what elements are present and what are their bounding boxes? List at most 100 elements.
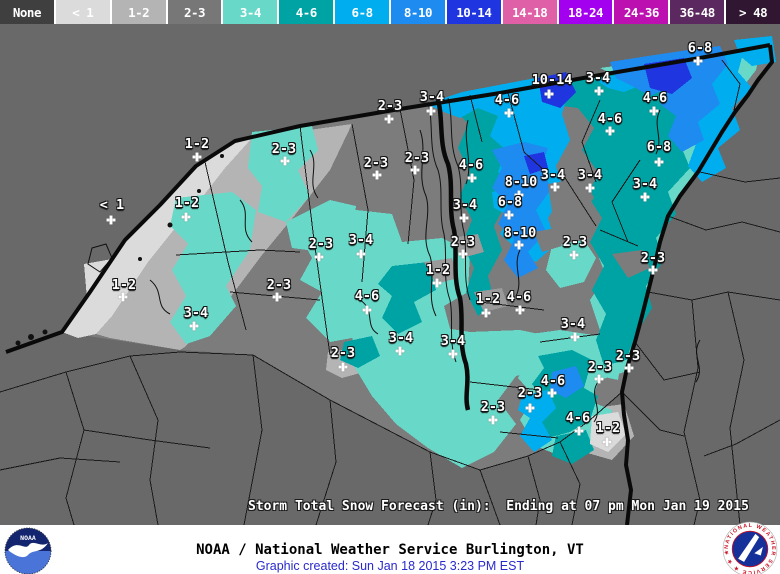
location-marker (356, 249, 366, 259)
snow-amount-label: 2-3 (271, 141, 297, 158)
location-marker (280, 156, 290, 166)
snow-amount-label: 2-3 (587, 359, 613, 376)
snow-amount-label: < 1 (99, 197, 125, 214)
location-marker (467, 173, 477, 183)
legend-item: 10-14 (446, 0, 501, 24)
legend-item: None (0, 0, 54, 24)
snow-amount-label: 6-8 (687, 40, 713, 57)
legend-item-label: > 48 (739, 4, 768, 20)
snow-amount-label: 3-4 (419, 89, 445, 106)
created-line: Graphic created: Sun Jan 18 2015 3:23 PM… (255, 559, 525, 573)
snow-amount-label: 6-8 (497, 194, 523, 211)
location-marker (272, 292, 282, 302)
location-marker (654, 157, 664, 167)
location-marker (574, 426, 584, 436)
location-marker (106, 215, 116, 225)
location-marker (649, 106, 659, 116)
legend-item-label: 18-24 (567, 4, 604, 20)
location-marker (544, 89, 554, 99)
legend-item: 24-36 (614, 0, 669, 24)
agency-line: NOAA / National Weather Service Burlingt… (196, 542, 584, 558)
location-marker (432, 278, 442, 288)
rivers (87, 109, 701, 423)
location-marker (693, 56, 703, 66)
location-marker (481, 308, 491, 318)
snow-amount-label: 1-2 (595, 420, 621, 437)
location-marker (594, 374, 604, 384)
snow-amount-label: 3-4 (577, 167, 603, 184)
legend-item-label: 14-18 (512, 4, 548, 20)
lake-champlain (427, 95, 471, 411)
location-marker (570, 332, 580, 342)
location-marker (338, 362, 348, 372)
snow-amount-label: 4-6 (494, 92, 520, 109)
snow-amount-label: 2-3 (377, 98, 403, 115)
location-marker (547, 388, 557, 398)
legend-item: 4-6 (279, 0, 334, 24)
location-marker (605, 126, 615, 136)
snow-amount-label: 2-3 (450, 234, 476, 251)
snow-amount-label: 4-6 (597, 111, 623, 128)
legend-item-label: 36-48 (679, 4, 716, 20)
location-marker (181, 212, 191, 222)
snow-amount-label: 2-3 (517, 385, 543, 402)
legend-item: 6-8 (335, 0, 390, 24)
legend-item-label: < 1 (72, 4, 94, 20)
location-marker (395, 346, 405, 356)
location-marker (458, 249, 468, 259)
location-marker (585, 183, 595, 193)
location-marker (514, 190, 524, 200)
snow-amount-label: 2-3 (363, 155, 389, 172)
snow-amount-label: 2-3 (480, 399, 506, 416)
snow-amount-label: 4-6 (458, 157, 484, 174)
legend-item-label: 24-36 (623, 4, 660, 20)
location-marker (459, 213, 469, 223)
snow-amount-label: 4-6 (565, 410, 591, 427)
snow-amount-label: 1-2 (174, 195, 200, 212)
snow-amount-label: 2-3 (562, 234, 588, 251)
location-marker (514, 240, 524, 250)
location-marker (118, 292, 128, 302)
legend-item-label: 3-4 (239, 4, 262, 20)
location-marker (640, 192, 650, 202)
nws-logo: NATIONAL WEATHER SERVICE ★ ★ ★ (722, 521, 778, 574)
location-marker (602, 437, 612, 447)
snow-amount-label: 4-6 (506, 289, 532, 306)
location-marker (624, 363, 634, 373)
legend-item: 1-2 (111, 0, 166, 24)
location-marker (448, 349, 458, 359)
legend-item-label: 10-14 (456, 4, 492, 20)
legend-item-label: 8-10 (403, 4, 433, 20)
legend-item: < 1 (55, 0, 110, 24)
snow-amount-label: 4-6 (540, 373, 566, 390)
noaa-logo: NOAA (4, 527, 52, 574)
location-marker (488, 415, 498, 425)
noaa-logo-text: NOAA (20, 534, 36, 542)
location-marker (192, 152, 202, 162)
location-marker (426, 106, 436, 116)
snow-amount-label: 3-4 (452, 197, 478, 214)
snow-amount-label: 2-3 (330, 345, 356, 362)
snow-amount-label: 10-14 (531, 72, 573, 89)
location-marker (525, 403, 535, 413)
legend-item-label: 6-8 (351, 4, 374, 20)
snow-amount-label: 1-2 (425, 262, 451, 279)
location-marker (569, 250, 579, 260)
snow-amount-label: 3-4 (585, 70, 611, 87)
legend-item: > 48 (726, 0, 780, 24)
legend-item: 2-3 (167, 0, 222, 24)
location-marker (362, 305, 372, 315)
legend-item: 14-18 (502, 0, 557, 24)
snow-amount-label: 4-6 (642, 90, 668, 107)
location-marker (189, 321, 199, 331)
snow-amount-label: 1-2 (111, 277, 137, 294)
snow-amount-label: 8-10 (503, 225, 537, 242)
snow-amount-label: 4-6 (354, 288, 380, 305)
snow-amount-label: 1-2 (475, 291, 501, 308)
snow-amount-label: 2-3 (615, 348, 641, 365)
legend-item: 18-24 (558, 0, 613, 24)
location-marker (504, 108, 514, 118)
footer: NOAA NATIONAL WEATHER SERVICE ★ ★ ★ NOAA… (0, 521, 780, 574)
